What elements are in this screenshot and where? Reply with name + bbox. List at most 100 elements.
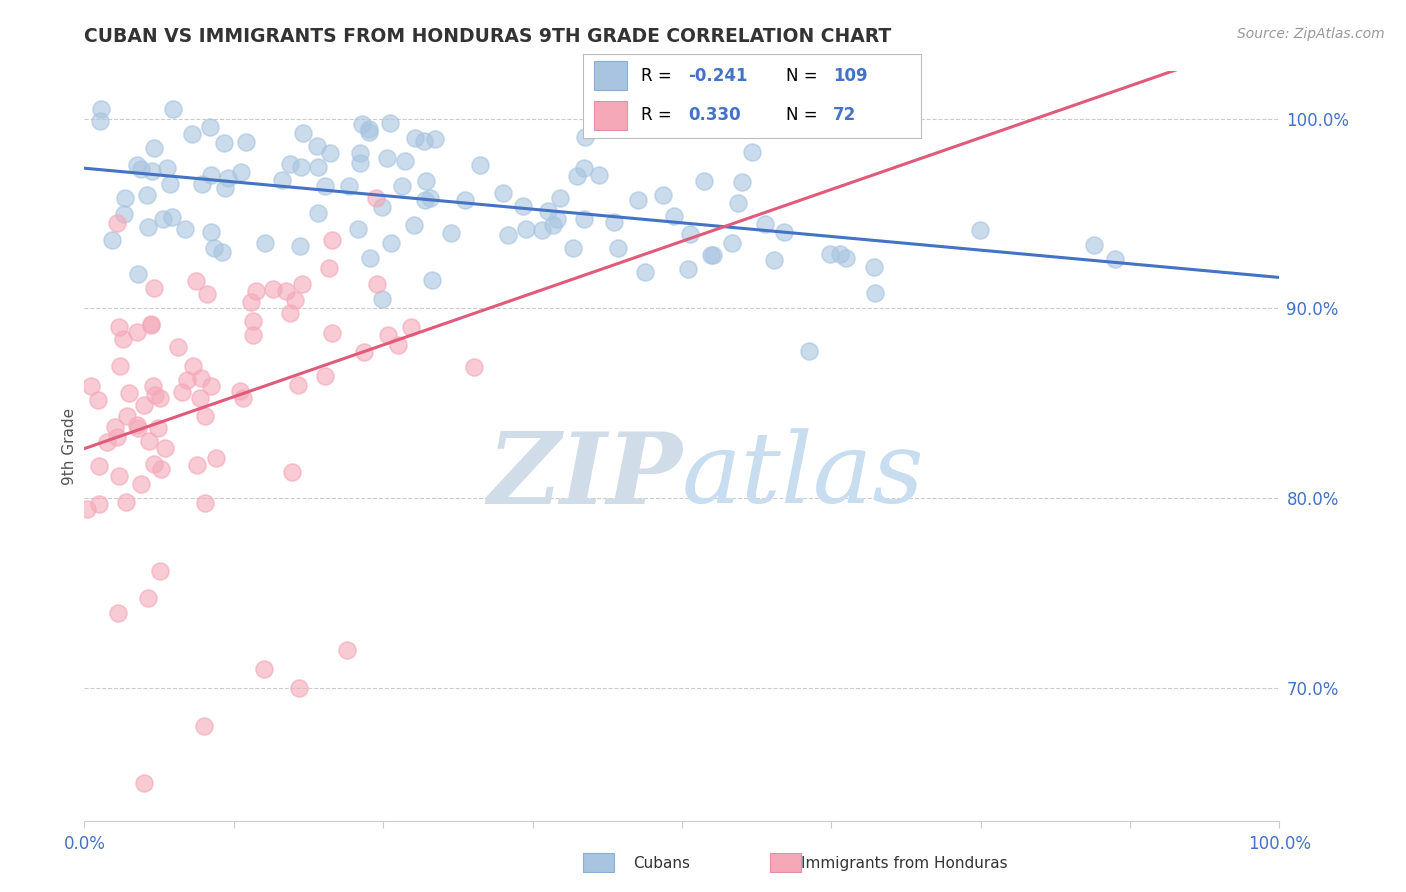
Text: Immigrants from Honduras: Immigrants from Honduras [801,856,1008,871]
Point [211,244,233,259]
Point [572,212,595,227]
Point [136,591,159,605]
Bar [583,853,614,872]
Text: -0.241: -0.241 [688,67,748,85]
Point [184,273,207,287]
Point [242,314,264,328]
Y-axis label: 9th Grade: 9th Grade [62,408,77,484]
Text: N =: N = [786,67,823,85]
Point [440,226,463,240]
Point [321,326,343,340]
Point [200,120,222,134]
Point [634,265,657,279]
Point [149,462,172,476]
Point [404,218,426,232]
Point [574,130,596,145]
Point [371,292,394,306]
Point [143,141,166,155]
Point [347,222,370,236]
Point [139,318,162,333]
Point [664,209,686,223]
Point [200,379,222,393]
Point [292,126,315,140]
Point [353,344,375,359]
Point [274,285,297,299]
Point [141,163,163,178]
Text: R =: R = [641,67,676,85]
Point [727,196,749,211]
Point [229,384,252,399]
Point [380,236,402,251]
Point [350,117,373,131]
Point [127,421,149,435]
Point [394,153,416,168]
Point [371,200,394,214]
Point [1104,252,1126,267]
Point [212,136,235,150]
Text: R =: R = [641,106,676,124]
Point [108,319,131,334]
Point [415,174,437,188]
Point [125,326,148,340]
Point [146,420,169,434]
FancyBboxPatch shape [593,62,627,90]
Point [89,497,111,511]
Point [202,241,225,255]
Point [314,368,336,383]
Point [129,161,152,176]
Point [278,306,301,320]
Point [359,125,381,139]
Point [565,169,588,183]
Point [463,359,485,374]
Point [111,332,134,346]
Text: 109: 109 [834,67,868,85]
Point [423,132,446,146]
Point [186,458,208,473]
Point [818,247,841,261]
Text: 0.330: 0.330 [688,106,741,124]
Point [149,391,172,405]
Point [969,223,991,237]
Point [170,384,193,399]
Point [754,217,776,231]
Point [387,338,409,352]
Point [114,191,136,205]
Point [142,281,165,295]
Point [543,219,565,233]
Point [108,469,131,483]
Point [278,157,301,171]
Point [287,377,309,392]
Point [138,434,160,449]
Point [155,442,177,456]
Point [720,235,742,250]
Point [741,145,763,160]
Point [288,239,311,253]
Point [865,286,887,301]
Point [96,434,118,449]
Point [307,139,329,153]
Point [562,241,585,255]
Point [125,158,148,172]
Point [572,161,595,175]
Point [105,216,128,230]
Point [377,328,399,343]
Point [700,248,723,262]
Point [307,205,329,219]
Point [174,222,197,236]
Point [118,386,141,401]
Point [129,476,152,491]
Point [263,282,285,296]
Point [132,398,155,412]
Point [419,190,441,204]
Text: CUBAN VS IMMIGRANTS FROM HONDURAS 9TH GRADE CORRELATION CHART: CUBAN VS IMMIGRANTS FROM HONDURAS 9TH GR… [84,27,891,45]
Point [239,294,262,309]
Text: Cubans: Cubans [633,856,690,871]
Point [702,248,724,262]
Point [200,225,222,239]
Point [108,359,131,373]
Point [652,187,675,202]
Point [114,495,136,509]
Point [404,131,426,145]
Point [195,287,218,301]
Bar [770,853,801,872]
